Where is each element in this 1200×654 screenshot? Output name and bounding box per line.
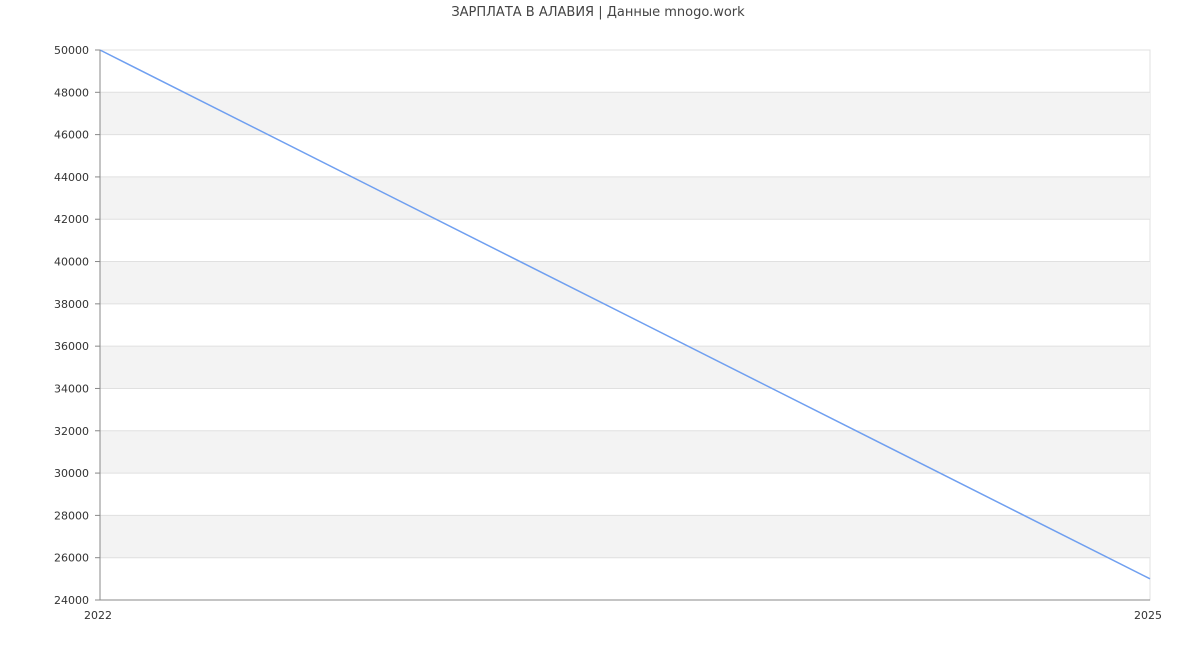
y-tick-label: 42000 — [54, 213, 89, 226]
grid-band — [100, 430, 1150, 474]
y-tick-label: 30000 — [54, 467, 89, 480]
y-tick-label: 24000 — [54, 594, 89, 607]
chart-title: ЗАРПЛАТА В АЛАВИЯ | Данные mnogo.work — [451, 5, 745, 20]
x-tick-label: 2022 — [84, 609, 112, 622]
y-tick-label: 48000 — [54, 86, 89, 99]
plot-area — [99, 49, 1151, 601]
grid-band — [100, 92, 1150, 135]
grid-band — [100, 261, 1150, 304]
grid-band — [100, 176, 1150, 220]
y-tick-label: 44000 — [54, 171, 89, 184]
y-tick-label: 32000 — [54, 425, 89, 438]
y-tick-label: 36000 — [54, 340, 89, 353]
y-tick-label: 26000 — [54, 552, 89, 565]
grid-band — [100, 515, 1150, 558]
y-tick-label: 28000 — [54, 509, 89, 522]
y-tick-label: 40000 — [54, 256, 89, 269]
series-line — [99, 49, 1151, 580]
y-tick-label: 38000 — [54, 298, 89, 311]
x-tick-label: 2025 — [1134, 609, 1162, 622]
y-tick-label: 46000 — [54, 129, 89, 142]
y-tick-label: 50000 — [54, 44, 89, 57]
y-tick-label: 34000 — [54, 382, 89, 395]
grid-band — [100, 346, 1150, 389]
